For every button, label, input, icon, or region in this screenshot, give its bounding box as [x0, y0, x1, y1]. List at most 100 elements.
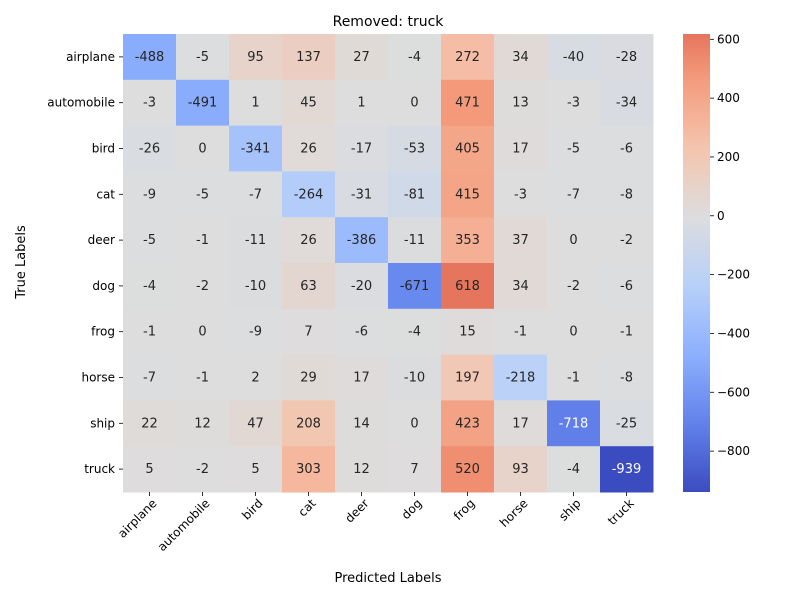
- cell-value-label: -53: [404, 142, 425, 157]
- cell-value-label: -4: [408, 50, 421, 65]
- heatmap-cell: [441, 125, 495, 172]
- x-axis-label: Predicted Labels: [334, 571, 441, 586]
- y-tick-label: airplane: [66, 50, 115, 64]
- cell-value-label: -491: [188, 96, 218, 111]
- cell-value-label: 423: [455, 416, 480, 431]
- y-tick-label: truck: [84, 462, 115, 476]
- cell-value-label: 34: [512, 279, 529, 294]
- heatmap-cell: [600, 34, 654, 81]
- cell-value-label: -6: [620, 142, 633, 157]
- cell-value-label: -5: [567, 142, 580, 157]
- heatmap-cell: [547, 125, 601, 172]
- cell-value-label: 17: [353, 371, 370, 386]
- cell-value-label: 12: [353, 462, 370, 477]
- x-tick-label: ship: [556, 496, 583, 523]
- y-axis-label: True Labels: [14, 225, 29, 300]
- y-tick-label: cat: [96, 187, 115, 201]
- cell-value-label: 0: [410, 416, 418, 431]
- x-tick-label: frog: [451, 496, 478, 523]
- heatmap-cell: [388, 79, 442, 127]
- heatmap-cell: [600, 354, 654, 401]
- cell-value-label: -671: [400, 279, 430, 294]
- cell-value-label: -7: [567, 187, 580, 202]
- heatmap-cell: [441, 217, 495, 264]
- cell-value-label: -4: [143, 279, 156, 294]
- cell-value-label: -40: [563, 50, 584, 65]
- heatmap-cell: [600, 446, 654, 493]
- cell-value-label: -2: [620, 233, 633, 248]
- heatmap-cell: [600, 263, 654, 310]
- cell-value-label: 5: [145, 462, 153, 477]
- heatmap-cell: [176, 34, 230, 81]
- colorbar-tick-label: −200: [717, 268, 750, 282]
- cell-value-label: -2: [567, 279, 580, 294]
- cell-value-label: -11: [404, 233, 425, 248]
- cell-value-label: 353: [455, 233, 480, 248]
- cell-value-label: -5: [196, 50, 209, 65]
- heatmap-cell: [176, 79, 230, 127]
- heatmap-cell: [547, 308, 601, 356]
- heatmap-cell: [547, 400, 601, 447]
- heatmap-cell: [176, 263, 230, 310]
- heatmap-cell: [547, 263, 601, 310]
- cell-value-label: -10: [245, 279, 266, 294]
- heatmap-cell: [176, 308, 230, 356]
- cell-value-label: 47: [247, 416, 264, 431]
- cell-value-label: -341: [241, 142, 271, 157]
- heatmap-cell: [600, 171, 654, 218]
- heatmap-cell: [229, 217, 283, 264]
- heatmap-cell: [282, 263, 336, 310]
- cell-value-label: -10: [404, 371, 425, 386]
- heatmap-cell: [494, 446, 548, 493]
- cell-value-label: -9: [249, 325, 262, 340]
- cell-value-label: -31: [351, 187, 372, 202]
- heatmap-cell: [335, 217, 389, 264]
- heatmap-cell: [441, 171, 495, 218]
- cell-value-label: -3: [514, 187, 527, 202]
- cell-value-label: -718: [559, 416, 589, 431]
- heatmap-cell: [335, 79, 389, 127]
- cell-value-label: 22: [141, 416, 158, 431]
- cell-value-label: 12: [194, 416, 211, 431]
- heatmap-cell: [123, 79, 177, 127]
- cell-value-label: 0: [410, 96, 418, 111]
- heatmap-cell: [335, 125, 389, 172]
- colorbar-tick-label: −400: [717, 326, 750, 340]
- heatmap-cell: [494, 217, 548, 264]
- heatmap-cell: [441, 79, 495, 127]
- heatmap-cells: [123, 34, 654, 493]
- cell-value-label: 405: [455, 142, 480, 157]
- cell-value-label: 93: [512, 462, 529, 477]
- x-tick-label: airplane: [115, 496, 159, 540]
- cell-value-label: 26: [300, 142, 317, 157]
- heatmap-cell: [388, 34, 442, 81]
- cell-value-label: 197: [455, 371, 480, 386]
- cell-value-label: -9: [143, 187, 156, 202]
- heatmap-cell: [494, 34, 548, 81]
- heatmap-cell: [600, 125, 654, 172]
- cell-value-label: 0: [198, 325, 206, 340]
- heatmap-cell: [123, 446, 177, 493]
- heatmap-cell: [547, 34, 601, 81]
- cell-value-label: 137: [296, 50, 321, 65]
- heatmap-cell: [547, 446, 601, 493]
- heatmap-cell: [282, 354, 336, 401]
- heatmap-cell: [229, 308, 283, 356]
- y-tick-label: automobile: [47, 96, 115, 110]
- colorbar-tick-label: 600: [717, 32, 740, 46]
- heatmap-cell: [282, 400, 336, 447]
- heatmap-cell: [229, 400, 283, 447]
- cell-value-label: -8: [620, 187, 633, 202]
- colorbar-tick-label: −600: [717, 385, 750, 399]
- cell-value-label: -1: [514, 325, 527, 340]
- heatmap-cell: [494, 125, 548, 172]
- heatmap-cell: [123, 34, 177, 81]
- heatmap-cell: [229, 34, 283, 81]
- heatmap-cell: [494, 79, 548, 127]
- y-tick-label: dog: [92, 279, 115, 293]
- cell-value-label: -8: [620, 371, 633, 386]
- cell-value-label: 208: [296, 416, 321, 431]
- heatmap-cell: [335, 446, 389, 493]
- heatmap-cell: [229, 79, 283, 127]
